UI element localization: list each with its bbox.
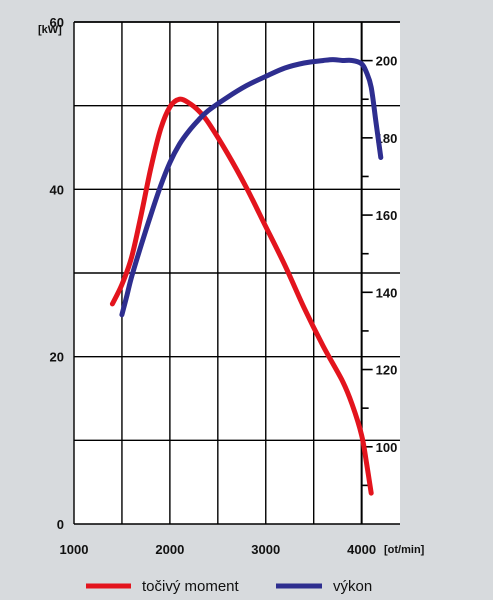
y-right-tick-label: 200	[376, 54, 398, 69]
y-right-tick-label: 120	[376, 363, 398, 378]
y-right-tick-label: 140	[376, 285, 398, 300]
y-left-tick-label: 0	[57, 517, 64, 532]
x-tick-label: 1000	[60, 542, 89, 557]
legend-label-power: výkon	[333, 578, 372, 595]
axes: 1000 2000 3000 4000020406010012014016018020…	[50, 15, 398, 557]
legend: točivý moment výkon	[86, 578, 372, 595]
legend-label-torque: točivý moment	[142, 578, 240, 595]
y-left-tick-label: 20	[50, 350, 64, 365]
series-layer	[109, 57, 384, 496]
x-tick-label: 4000	[347, 542, 376, 557]
y-right-tick-label: 100	[376, 440, 398, 455]
y-left-tick-label: 60	[50, 15, 64, 30]
y-left-unit-label: [kW]	[38, 24, 62, 36]
y-right-tick-label: 160	[376, 208, 398, 223]
x-tick-label: 2000	[155, 542, 184, 557]
series-line-torque	[109, 96, 374, 496]
x-unit-label: [ot/min]	[384, 544, 425, 556]
x-tick-label: 3000	[251, 542, 280, 557]
y-left-tick-label: 40	[50, 182, 64, 197]
series-line-power	[119, 57, 384, 318]
